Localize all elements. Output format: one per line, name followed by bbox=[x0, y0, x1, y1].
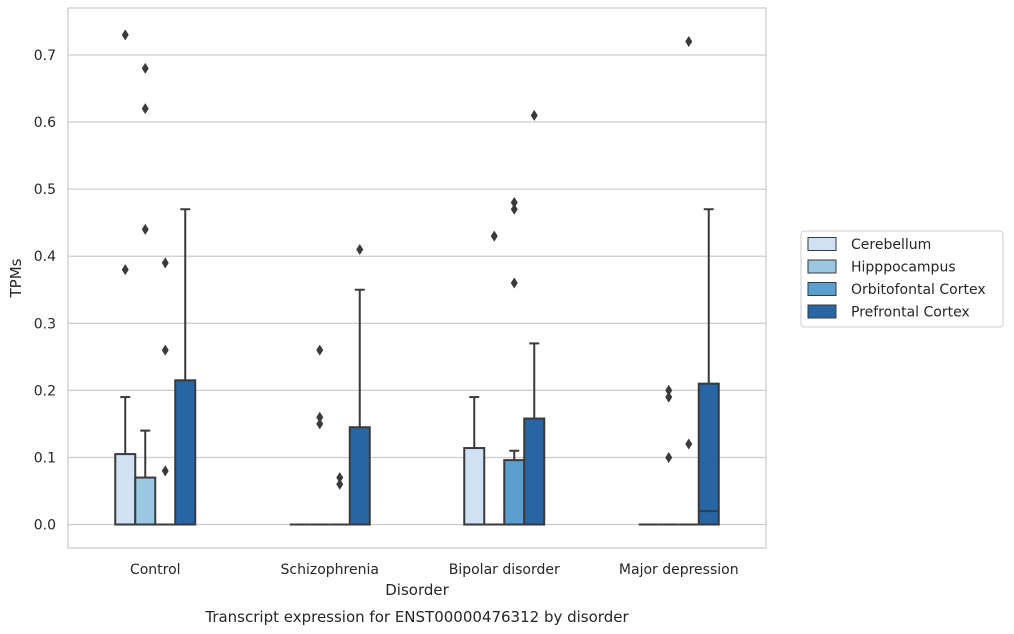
outlier-point bbox=[665, 391, 673, 403]
outlier-point bbox=[356, 243, 364, 255]
box-hipppocampus bbox=[484, 230, 505, 526]
y-tick-labels: 0.0 0.1 0.2 0.3 0.4 0.5 0.6 0.7 bbox=[34, 48, 56, 534]
legend-label: Hipppocampus bbox=[851, 260, 956, 276]
outlier-point bbox=[141, 62, 149, 74]
box bbox=[463, 447, 486, 526]
y-tick-label: 0.2 bbox=[34, 383, 56, 399]
outlier-point bbox=[161, 257, 169, 269]
outlier-point bbox=[141, 223, 149, 235]
x-tick-label: Schizophrenia bbox=[281, 562, 379, 578]
legend-frame bbox=[800, 230, 1004, 328]
outlier-point bbox=[336, 472, 344, 484]
y-tick-label: 0.3 bbox=[34, 316, 56, 332]
outlier-point bbox=[685, 36, 693, 48]
outlier-point bbox=[121, 29, 129, 41]
x-tick-label: Major depression bbox=[619, 562, 739, 578]
outlier-point bbox=[336, 478, 344, 490]
box bbox=[503, 459, 526, 526]
grid-lines bbox=[68, 54, 766, 526]
chart-caption: Transcript expression for ENST0000047631… bbox=[204, 608, 629, 626]
box-orbitofontal-cortex bbox=[155, 257, 176, 526]
y-tick-label: 0.7 bbox=[34, 48, 56, 64]
legend-label: Prefrontal Cortex bbox=[851, 305, 970, 321]
box-cerebellum bbox=[114, 29, 137, 526]
y-tick-label: 0.4 bbox=[34, 249, 56, 265]
box bbox=[523, 417, 546, 526]
outlier-point bbox=[510, 197, 518, 209]
y-tick-label: 0.6 bbox=[34, 115, 56, 131]
box bbox=[697, 382, 720, 526]
outlier-point bbox=[121, 264, 129, 276]
box bbox=[174, 379, 197, 526]
legend-swatch bbox=[807, 282, 837, 296]
x-tick-labels: Control Schizophrenia Bipolar disorder Majo… bbox=[130, 562, 739, 578]
plot-frame bbox=[67, 7, 767, 549]
y-axis-label: TPMs bbox=[7, 258, 25, 298]
outlier-point bbox=[685, 438, 693, 450]
outlier-point bbox=[510, 203, 518, 215]
y-tick-label: 0.1 bbox=[34, 450, 56, 466]
box-hipppocampus bbox=[658, 384, 679, 526]
outlier-point bbox=[510, 277, 518, 289]
outlier-point bbox=[530, 109, 538, 121]
outlier-point bbox=[665, 384, 673, 396]
box-prefrontal-cortex bbox=[174, 208, 197, 526]
box-layer bbox=[114, 29, 720, 526]
box-orbitofontal-cortex bbox=[503, 197, 526, 526]
legend-swatch bbox=[807, 237, 837, 251]
outlier-point bbox=[316, 411, 324, 423]
outlier-point bbox=[161, 344, 169, 356]
box-prefrontal-cortex bbox=[348, 243, 371, 526]
outlier-point bbox=[665, 451, 673, 463]
box-prefrontal-cortex bbox=[523, 109, 546, 526]
y-tick-label: 0.0 bbox=[34, 518, 56, 534]
box bbox=[134, 476, 157, 526]
legend-swatch bbox=[807, 259, 837, 274]
box-orbitofontal-cortex bbox=[678, 36, 699, 526]
outlier-point bbox=[161, 465, 169, 477]
x-axis-label: Disorder bbox=[385, 581, 449, 599]
outlier-point bbox=[316, 418, 324, 430]
x-tick-label: Bipolar disorder bbox=[449, 562, 560, 578]
legend-label: Orbitofontal Cortex bbox=[851, 282, 986, 298]
box bbox=[114, 453, 137, 526]
outlier-point bbox=[141, 103, 149, 115]
outlier-point bbox=[316, 344, 324, 356]
legend-swatch bbox=[807, 304, 837, 319]
y-tick-label: 0.5 bbox=[34, 182, 56, 198]
box-orbitofontal-cortex bbox=[329, 472, 350, 526]
outlier-point bbox=[490, 230, 498, 242]
box bbox=[348, 426, 371, 526]
x-tick-label: Control bbox=[130, 562, 181, 578]
box-prefrontal-cortex bbox=[697, 208, 720, 526]
box-hipppocampus bbox=[309, 344, 330, 526]
box-hipppocampus bbox=[134, 62, 157, 526]
legend: Cerebellum Hipppocampus Orbitofontal Corte… bbox=[800, 230, 1004, 328]
legend-label: Cerebellum bbox=[851, 237, 931, 253]
box-cerebellum bbox=[463, 396, 486, 526]
